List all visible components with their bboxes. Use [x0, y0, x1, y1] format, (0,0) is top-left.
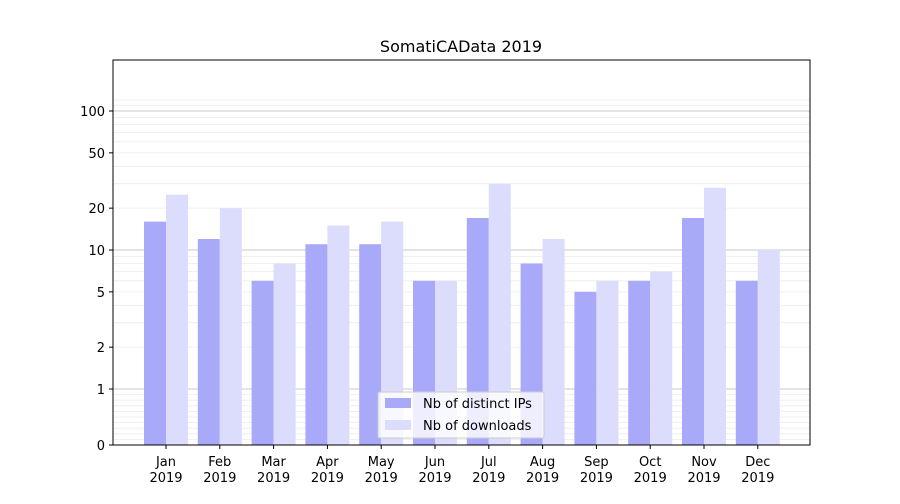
x-tick-label-month: Jun [424, 455, 445, 470]
bar-downloads [757, 250, 780, 445]
bar-distinct-ips [735, 280, 758, 445]
plot-frame [112, 59, 811, 446]
bar-downloads [327, 225, 350, 445]
bar-distinct-ips [466, 218, 489, 445]
x-tick-label-year: 2019 [634, 471, 667, 486]
bar-distinct-ips [682, 218, 704, 445]
y-tick-label: 20 [88, 202, 105, 217]
x-tick-label-year: 2019 [418, 471, 451, 486]
x-tick-label-year: 2019 [149, 471, 182, 486]
chart-title: SomatiCAData 2019 [380, 37, 542, 56]
x-tick-label-month: Feb [208, 455, 231, 470]
x-tick-label-year: 2019 [526, 471, 559, 486]
x-tick-label-month: Jul [480, 455, 497, 470]
bar-distinct-ips [359, 244, 382, 445]
x-tick-label-year: 2019 [203, 471, 236, 486]
bar-downloads [542, 239, 565, 445]
y-tick-label: 5 [97, 286, 105, 301]
bar-downloads [273, 263, 296, 445]
bar-downloads [166, 194, 188, 445]
x-tick-label-year: 2019 [741, 471, 774, 486]
bar-downloads [488, 183, 511, 445]
bar-downloads [381, 221, 404, 445]
x-tick-label-month: Aug [530, 455, 555, 470]
y-tick-label: 0 [97, 439, 105, 454]
legend-swatch-distinct-ips [385, 398, 411, 408]
x-tick-label-year: 2019 [257, 471, 290, 486]
y-tick-label: 1 [97, 383, 105, 398]
y-axis: 0 1 2 5 10 20 50 100 [80, 105, 113, 454]
bar-distinct-ips [251, 280, 274, 445]
x-tick-label-year: 2019 [311, 471, 344, 486]
x-tick-label-month: Apr [316, 455, 339, 470]
legend-label-distinct-ips: Nb of distinct IPs [423, 397, 532, 412]
bar-downloads [596, 280, 619, 445]
y-tick-label: 50 [88, 147, 105, 162]
x-tick-label-month: Dec [745, 455, 770, 470]
x-tick-label-year: 2019 [472, 471, 505, 486]
x-tick-label-month: Jan [155, 455, 176, 470]
x-tick-label-month: May [368, 455, 395, 470]
bar-distinct-ips [197, 239, 220, 445]
y-tick-label: 100 [80, 105, 105, 120]
x-tick-label-month: Nov [691, 455, 717, 470]
bar-distinct-ips [628, 280, 651, 445]
x-tick-label-month: Mar [261, 455, 286, 470]
x-axis: Jan2019Feb2019Mar2019Apr2019May2019Jun20… [149, 445, 774, 486]
x-tick-label-month: Sep [584, 455, 609, 470]
legend-swatch-downloads [385, 420, 411, 430]
bar-distinct-ips [144, 221, 166, 445]
x-tick-label-year: 2019 [365, 471, 398, 486]
y-tick-label: 10 [88, 244, 105, 259]
legend-box [377, 391, 545, 439]
legend-label-downloads: Nb of downloads [423, 419, 532, 434]
x-tick-label-year: 2019 [687, 471, 720, 486]
bar-distinct-ips [305, 244, 328, 445]
bar-distinct-ips [574, 291, 597, 445]
bar-downloads [650, 271, 673, 445]
bar-downloads [704, 187, 726, 446]
x-tick-label-year: 2019 [580, 471, 613, 486]
x-tick-label-month: Oct [639, 455, 661, 470]
y-tick-label: 2 [97, 341, 105, 356]
legend: Nb of distinct IPs Nb of downloads [377, 391, 545, 439]
bars [144, 183, 780, 446]
bar-downloads [219, 208, 242, 445]
